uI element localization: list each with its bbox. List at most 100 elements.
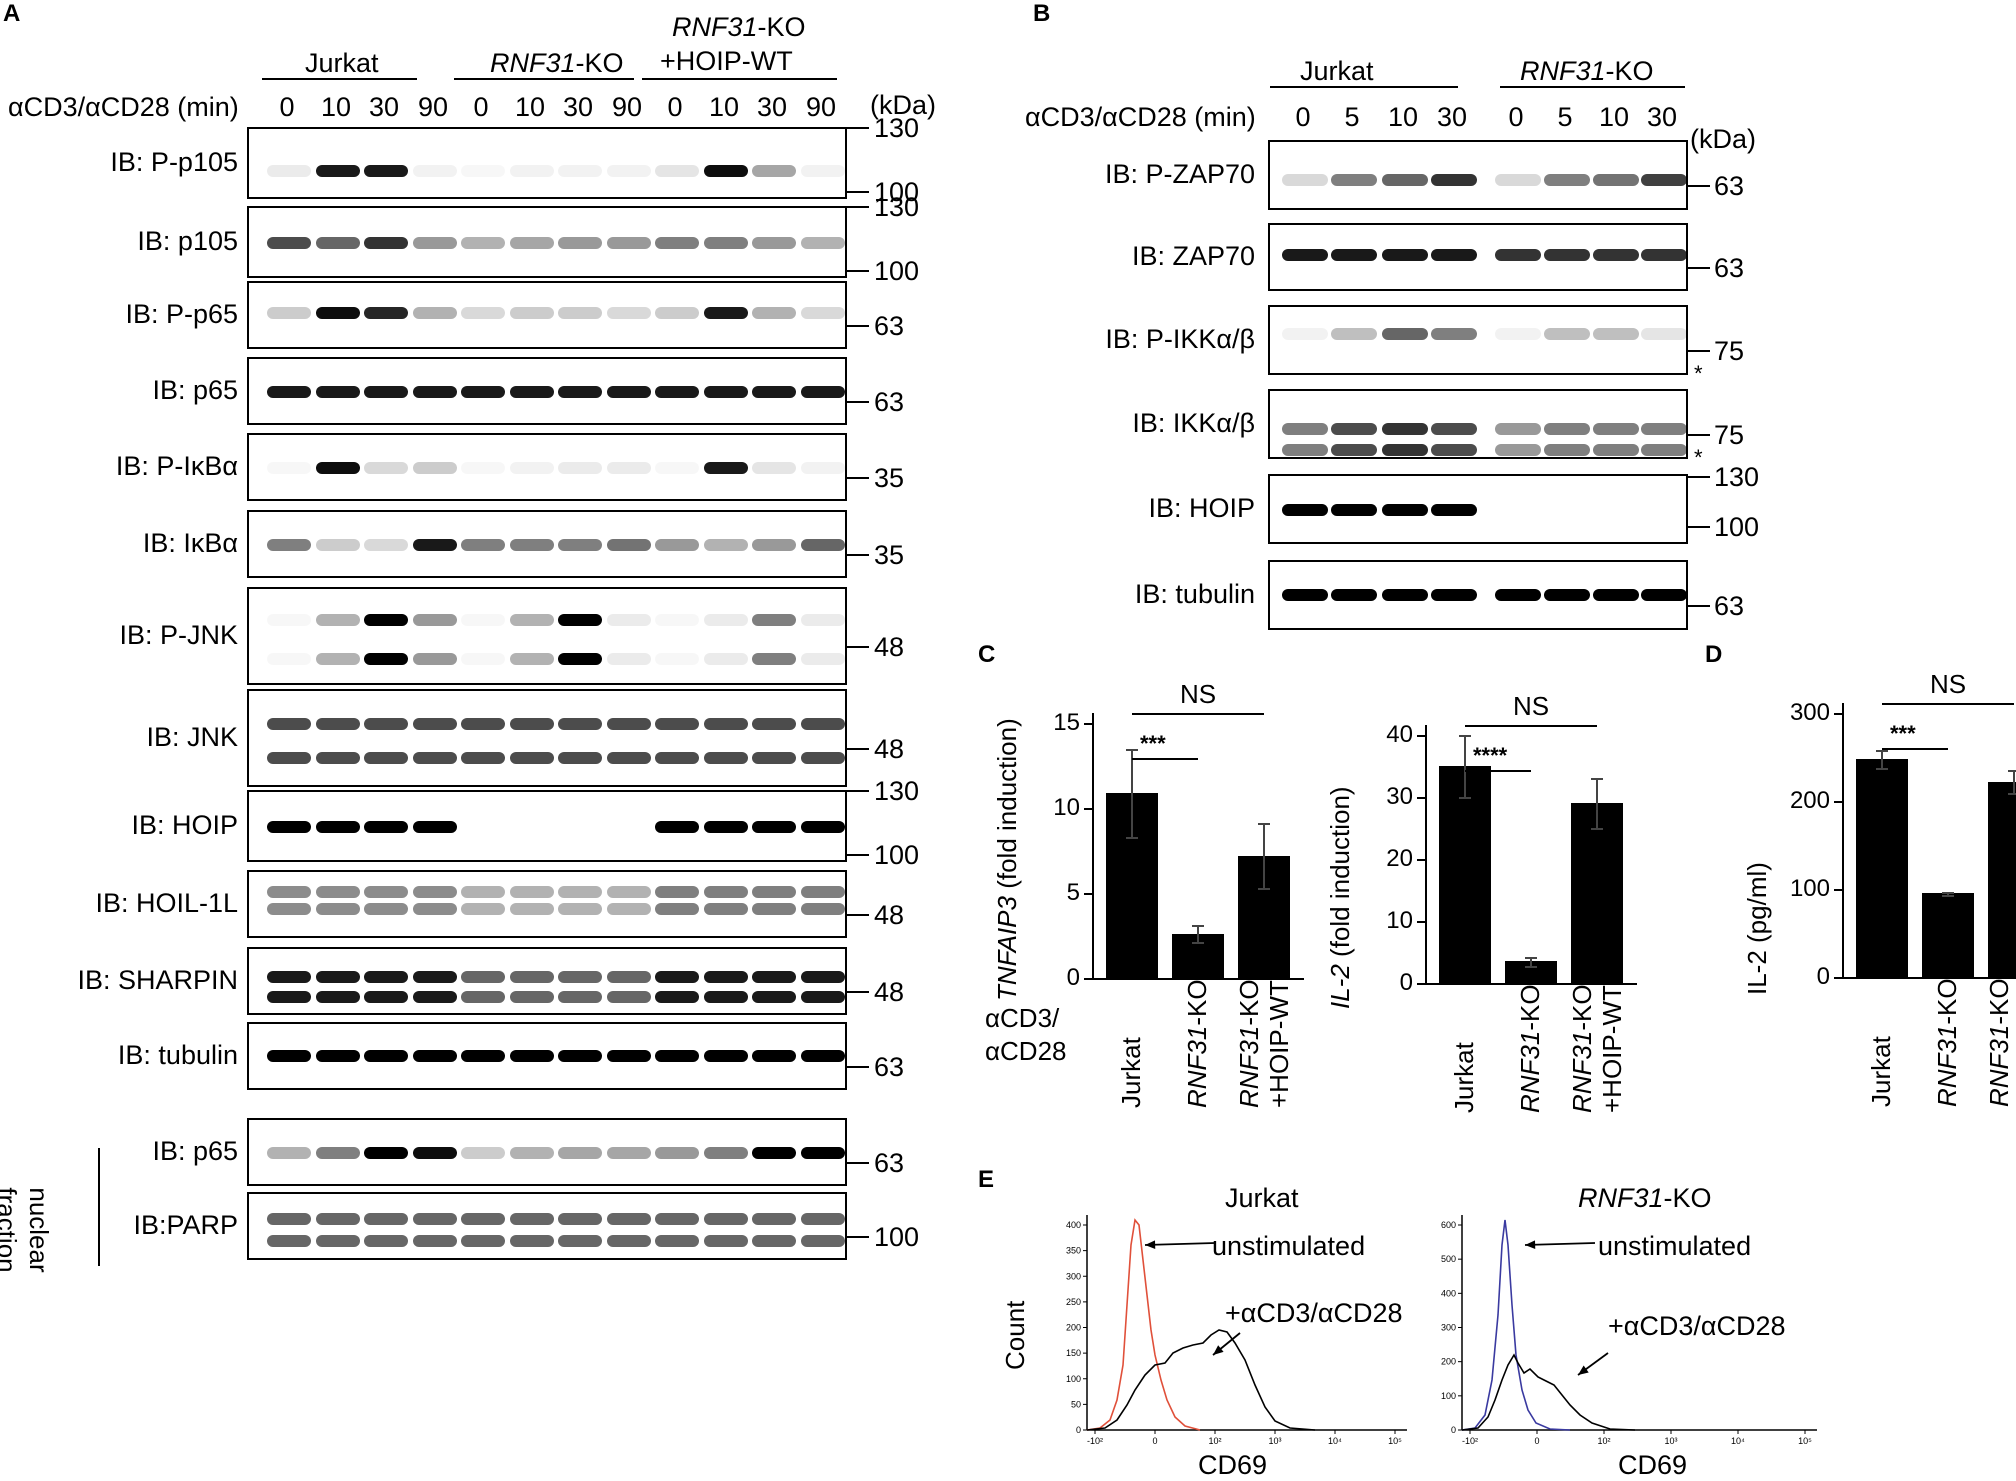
blot-band <box>704 886 748 898</box>
marker-tick <box>847 325 869 327</box>
blot-band <box>801 653 845 665</box>
blot-band <box>704 1213 748 1225</box>
sig-line <box>1132 758 1198 760</box>
blot-band <box>752 821 796 833</box>
blot-image <box>1268 389 1688 459</box>
jurkat-histogram: 0 50 100 150 200 250 300 350 400 -10² 0 10² 10³ 10⁴ 10… <box>1066 1215 1407 1446</box>
error-cap <box>1258 823 1270 826</box>
blot-band <box>316 1235 360 1247</box>
y-tick-label: 600 <box>1441 1220 1456 1230</box>
time-label: 0 <box>279 92 295 122</box>
blot-band <box>801 1235 845 1247</box>
blot-band <box>655 237 699 249</box>
blot-band <box>801 1213 845 1225</box>
blot-band <box>801 165 845 177</box>
blot-band <box>267 991 311 1003</box>
blot-band <box>413 539 457 551</box>
blot-band <box>267 1147 311 1159</box>
marker-tick <box>847 554 869 556</box>
blot-band <box>267 462 311 474</box>
blot-label: IB: P-IKKα/β <box>1105 324 1255 354</box>
blot-band <box>607 718 651 730</box>
blot-band <box>752 752 796 764</box>
blot-band <box>1593 423 1639 435</box>
y-tick <box>1084 723 1092 725</box>
blot-band <box>801 307 845 319</box>
marker-tick <box>847 914 869 916</box>
blot-band <box>1331 328 1377 340</box>
blot-band <box>801 903 845 915</box>
marker-label: 48 <box>874 977 905 1007</box>
blot-label: IB: P-IκBα <box>115 451 238 481</box>
blot-band <box>364 539 408 551</box>
blot-band <box>607 886 651 898</box>
blot-band <box>1544 444 1590 456</box>
marker-tick <box>847 748 869 750</box>
blot-band <box>1382 249 1428 261</box>
blot-band <box>413 991 457 1003</box>
sig-line <box>1882 748 1948 750</box>
marker-label: 35 <box>874 540 905 570</box>
error-cap <box>1591 828 1603 830</box>
blot-label: IB: HOIP <box>131 810 238 840</box>
blot-band <box>752 1213 796 1225</box>
time-label: 90 <box>417 92 449 122</box>
marker-tick <box>847 477 869 479</box>
blot-band <box>558 386 602 398</box>
panel-d-letter: D <box>1705 641 1723 668</box>
blot-band <box>607 1213 651 1225</box>
blot-label: IB: p65 <box>152 375 238 405</box>
x-tick-label: 10⁵ <box>1798 1436 1812 1446</box>
y-tick-label: 0 <box>1816 963 1830 990</box>
blot-image <box>247 510 847 578</box>
time-label: 5 <box>1344 102 1360 132</box>
marker-label: 63 <box>874 311 905 341</box>
blot-label: IB: IKKα/β <box>1132 408 1255 438</box>
blot-band <box>267 718 311 730</box>
blot-band <box>1641 174 1686 186</box>
blot-band <box>510 237 554 249</box>
blot-band <box>1495 423 1541 435</box>
blot-band <box>413 886 457 898</box>
time-label: 10 <box>708 92 740 122</box>
blot-band <box>655 1050 699 1062</box>
blot-band <box>510 1235 554 1247</box>
marker-tick <box>1688 605 1710 607</box>
blot-band <box>801 718 845 730</box>
marker-label: 100 <box>874 1222 920 1252</box>
blot-band <box>510 991 554 1003</box>
blot-band <box>607 539 651 551</box>
marker-label: 75 <box>1714 420 1745 450</box>
group-line <box>454 78 634 80</box>
blot-band <box>1331 504 1377 516</box>
marker-tick <box>847 191 869 193</box>
e-ann-unstim-right: unstimulated <box>1598 1231 1752 1261</box>
blot-band <box>510 614 554 626</box>
blot-band <box>413 462 457 474</box>
blot-band <box>1495 589 1541 601</box>
y-axis-label: TNFAIP3 (fold induction) <box>992 717 1022 1001</box>
blot-image <box>247 206 847 278</box>
blot-band <box>510 1213 554 1225</box>
time-label: 10 <box>514 92 546 122</box>
x-tick-label: RNF31-KO <box>1932 978 1962 1107</box>
blot-band <box>510 752 554 764</box>
nonspecific-star: * <box>1694 361 1703 386</box>
y-tick-label: 100 <box>1789 875 1830 902</box>
blot-band <box>461 752 505 764</box>
time-label: 0 <box>1295 102 1311 132</box>
blot-band <box>558 653 602 665</box>
bar <box>1922 893 1974 977</box>
y-tick-label: 15 <box>1053 709 1080 736</box>
blot-band <box>461 718 505 730</box>
ko-histogram: 0 100 200 300 400 500 600 -10² 0 10² 10³ 10⁴ 10⁵ <box>1441 1215 1817 1446</box>
y-tick <box>1084 893 1092 895</box>
blot-band <box>752 1147 796 1159</box>
blot-band <box>558 614 602 626</box>
marker-tick <box>1688 434 1710 436</box>
blot-band <box>364 1050 408 1062</box>
blot-band <box>461 539 505 551</box>
blot-image <box>247 790 847 862</box>
blot-band <box>1282 328 1328 340</box>
y-tick <box>1834 713 1842 715</box>
